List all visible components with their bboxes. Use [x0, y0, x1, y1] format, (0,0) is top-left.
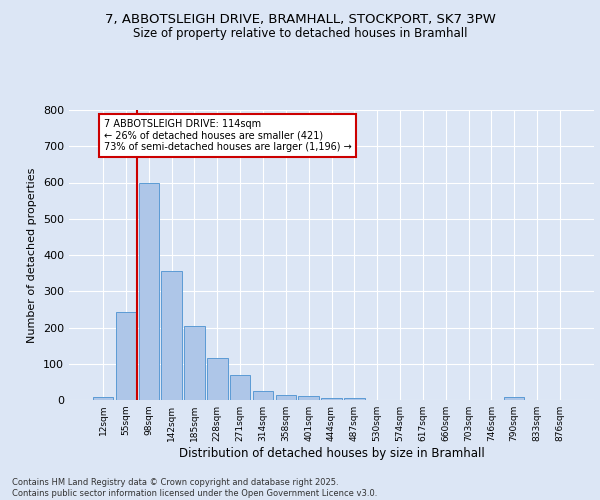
Bar: [321, 398, 342, 400]
Text: Contains HM Land Registry data © Crown copyright and database right 2025.
Contai: Contains HM Land Registry data © Crown c…: [12, 478, 377, 498]
Text: 7, ABBOTSLEIGH DRIVE, BRAMHALL, STOCKPORT, SK7 3PW: 7, ABBOTSLEIGH DRIVE, BRAMHALL, STOCKPOR…: [104, 12, 496, 26]
Bar: [298, 396, 319, 400]
Bar: [207, 358, 227, 400]
Bar: [116, 312, 136, 400]
Text: Size of property relative to detached houses in Bramhall: Size of property relative to detached ho…: [133, 28, 467, 40]
Bar: [161, 272, 182, 400]
Bar: [344, 398, 365, 400]
Bar: [504, 397, 524, 400]
Bar: [275, 396, 296, 400]
Bar: [93, 397, 113, 400]
Y-axis label: Number of detached properties: Number of detached properties: [28, 168, 37, 342]
Bar: [230, 374, 250, 400]
Bar: [139, 183, 159, 400]
X-axis label: Distribution of detached houses by size in Bramhall: Distribution of detached houses by size …: [179, 447, 484, 460]
Text: 7 ABBOTSLEIGH DRIVE: 114sqm
← 26% of detached houses are smaller (421)
73% of se: 7 ABBOTSLEIGH DRIVE: 114sqm ← 26% of det…: [104, 119, 352, 152]
Bar: [253, 391, 273, 400]
Bar: [184, 326, 205, 400]
